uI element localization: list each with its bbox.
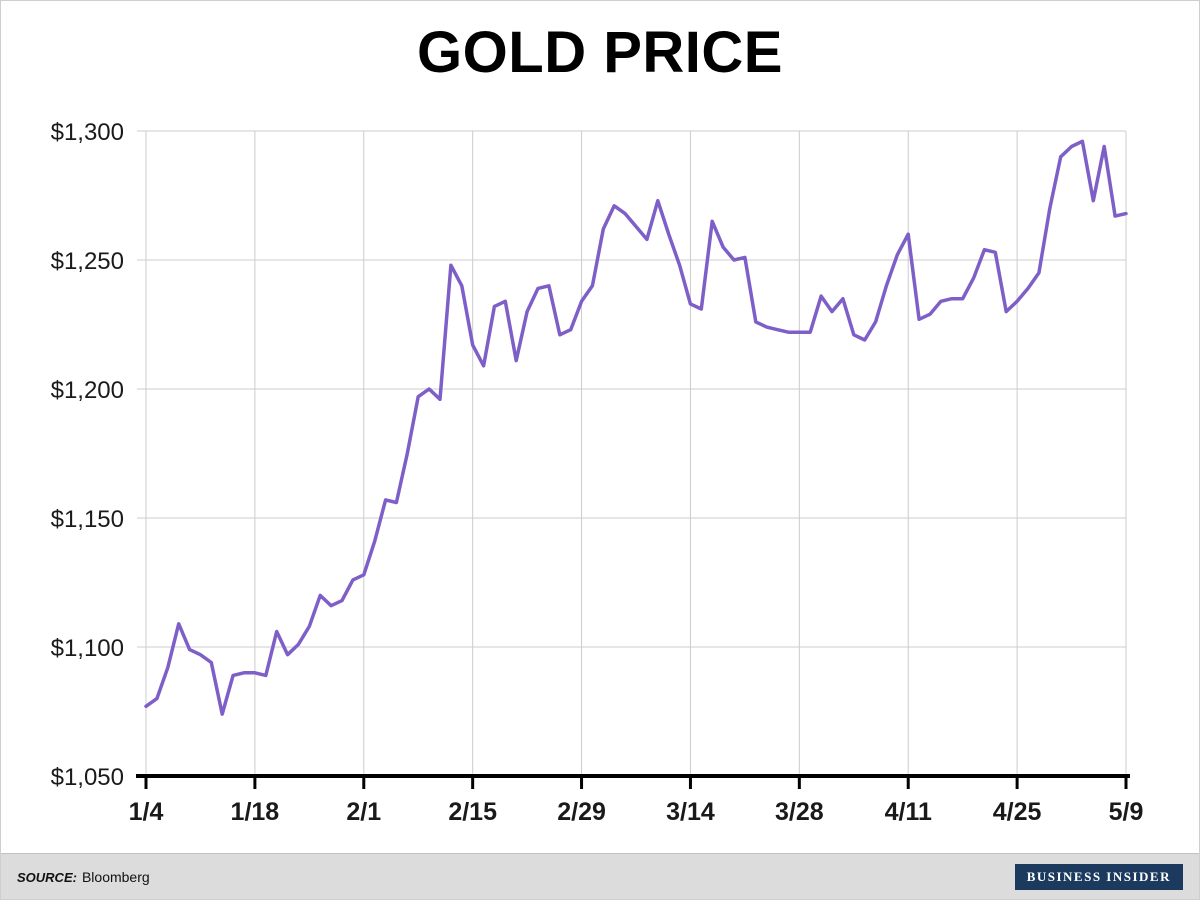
x-tick-label: 3/28 (775, 798, 824, 826)
gold-price-series-line (144, 139, 1128, 716)
y-tick-label: $1,100 (51, 635, 124, 662)
x-tick-label: 4/25 (993, 798, 1042, 826)
x-tick-label: 2/29 (557, 798, 606, 826)
y-tick-label: $1,150 (51, 506, 124, 533)
x-tick-label: 2/1 (346, 798, 381, 826)
x-tick-label: 3/14 (666, 798, 715, 826)
y-tick-label: $1,050 (51, 764, 124, 791)
x-tick-label: 1/18 (231, 798, 280, 826)
source-attribution: SOURCE: Bloomberg (17, 869, 150, 885)
y-tick-label: $1,200 (51, 377, 124, 404)
chart-title: GOLD PRICE (417, 20, 783, 85)
gold-price-line-chart: $1,050 $1,100 $1,150 $1,200 $1,250 $1,300 1/4 1… (51, 119, 1144, 826)
x-tick-label: 5/9 (1109, 798, 1144, 826)
footer-bar: SOURCE: Bloomberg BUSINESS INSIDER (1, 853, 1199, 899)
y-tick-label: $1,300 (51, 119, 124, 146)
business-insider-logo: BUSINESS INSIDER (1014, 863, 1183, 890)
x-tick-label: 1/4 (129, 798, 164, 826)
x-tick-label: 2/15 (448, 798, 497, 826)
source-value: Bloomberg (81, 868, 150, 885)
source-label: SOURCE: (17, 869, 77, 885)
y-tick-label: $1,250 (51, 248, 124, 275)
x-tick-label: 4/11 (885, 798, 932, 826)
